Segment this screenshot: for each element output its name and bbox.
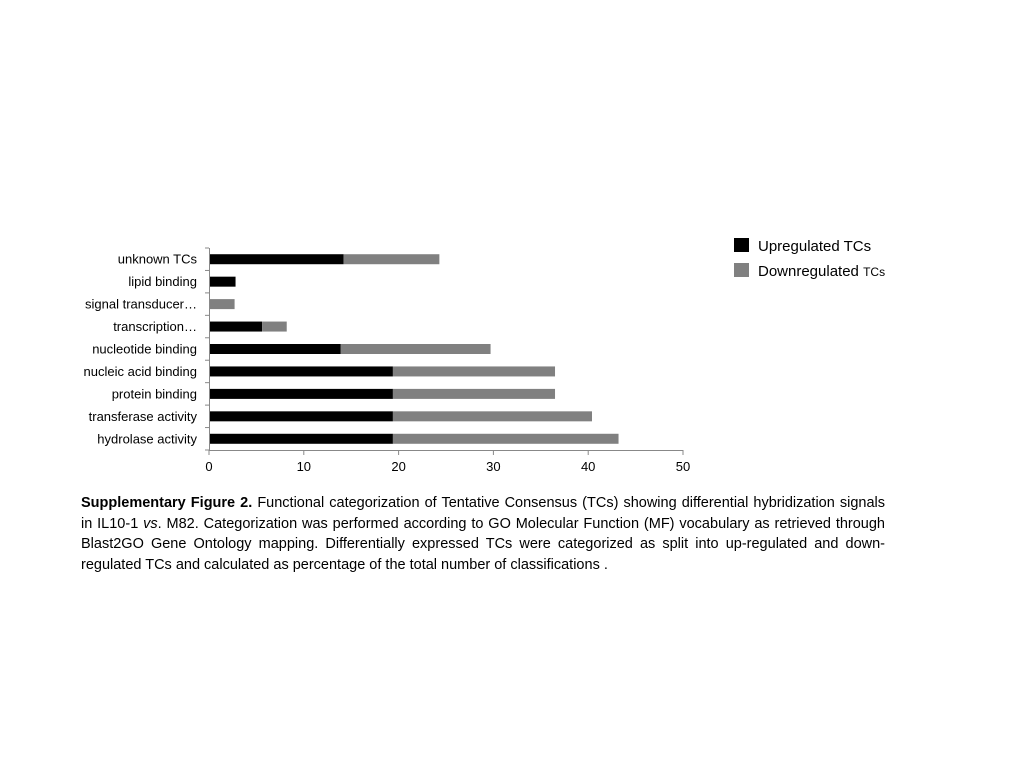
- x-tick-label: 50: [676, 459, 690, 474]
- bar-up-8: [209, 433, 393, 444]
- x-tick-label: 30: [486, 459, 500, 474]
- bar-down-7: [392, 411, 592, 422]
- x-tick-label: 20: [391, 459, 405, 474]
- bar-up-6: [209, 388, 393, 399]
- bar-down-5: [392, 366, 556, 377]
- bar-up-4: [209, 344, 341, 354]
- legend: Upregulated TCs Downregulated TCs: [734, 238, 885, 280]
- bar-up-7: [209, 411, 393, 422]
- caption-text-2: . M82. Categorization was performed acco…: [81, 515, 885, 573]
- category-label: nucleic acid binding: [84, 364, 197, 379]
- category-label: hydrolase activity: [97, 431, 197, 446]
- category-label: transferase activity: [89, 409, 198, 424]
- x-tick-label: 0: [205, 459, 212, 474]
- axes-group: [205, 247, 684, 455]
- category-label: protein binding: [112, 386, 197, 401]
- category-label: unknown TCs: [118, 252, 198, 267]
- legend-label-downregulated-main: Downregulated: [758, 263, 863, 280]
- legend-label-downregulated-suffix: TCs: [863, 265, 885, 279]
- legend-label-upregulated: Upregulated TCs: [758, 238, 871, 255]
- caption-text-1: Functional categorization of Tentative C…: [81, 495, 885, 532]
- category-label: nucleotide binding: [92, 342, 197, 357]
- bar-up-0: [209, 254, 344, 265]
- labels-group: unknown TCs lipid binding signal transduce…: [84, 252, 691, 474]
- figure-caption: Supplementary Figure 2. Functional categ…: [81, 493, 885, 575]
- legend-swatch-upregulated: [734, 238, 749, 252]
- legend-label-downregulated: Downregulated TCs: [758, 263, 885, 280]
- bar-down-4: [340, 344, 491, 354]
- bar-down-8: [392, 433, 619, 444]
- bar-up-3: [209, 321, 263, 332]
- bars-group: [209, 254, 619, 444]
- bar-down-6: [392, 388, 556, 399]
- category-label: lipid binding: [128, 274, 197, 289]
- bar-down-3: [262, 321, 287, 332]
- legend-swatch-downregulated: [734, 263, 749, 277]
- category-label: transcription…: [113, 319, 197, 334]
- caption-italic: vs: [143, 515, 158, 532]
- x-tick-label: 40: [581, 459, 595, 474]
- bar-down-2: [209, 299, 235, 310]
- bar-up-5: [209, 366, 393, 377]
- category-label: signal transducer…: [85, 297, 197, 312]
- bar-down-0: [343, 254, 440, 265]
- bar-up-1: [209, 276, 236, 287]
- caption-title: Supplementary Figure 2.: [81, 495, 253, 511]
- x-tick-label: 10: [297, 459, 311, 474]
